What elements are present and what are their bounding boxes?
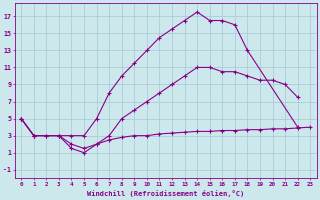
X-axis label: Windchill (Refroidissement éolien,°C): Windchill (Refroidissement éolien,°C): [87, 190, 244, 197]
